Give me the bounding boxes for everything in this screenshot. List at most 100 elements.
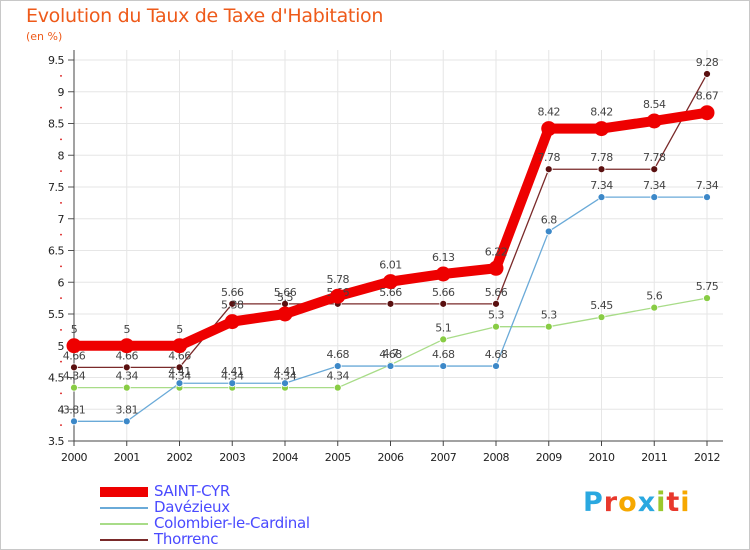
data-label-saint-cyr: 5.38 bbox=[221, 299, 244, 312]
data-point-colombier-le-cardinal bbox=[70, 383, 78, 392]
data-point-saint-cyr bbox=[646, 113, 662, 129]
data-label-thorrenc: 5.66 bbox=[274, 286, 297, 299]
y-tick-label: 3.5 bbox=[48, 435, 64, 448]
y-tick-label: 9 bbox=[58, 86, 65, 99]
x-tick-label: 2008 bbox=[483, 451, 509, 464]
legend-item-thorrenc: Thorrenc bbox=[100, 531, 360, 547]
data-label-saint-cyr: 6.01 bbox=[379, 259, 402, 272]
data-label-thorrenc: 5.66 bbox=[485, 286, 508, 299]
legend-swatch-thorrenc bbox=[100, 539, 148, 541]
legend-swatch-davezieux bbox=[100, 507, 148, 509]
data-point-dav-zieux bbox=[122, 417, 131, 426]
data-point-saint-cyr bbox=[541, 121, 557, 137]
data-point-dav-zieux bbox=[281, 379, 289, 388]
data-point-dav-zieux bbox=[70, 417, 78, 426]
data-point-saint-cyr bbox=[330, 288, 346, 304]
data-label-colombier-le-cardinal: 5.3 bbox=[541, 309, 557, 322]
data-label-saint-cyr: 8.42 bbox=[590, 106, 613, 119]
data-point-thorrenc bbox=[439, 299, 448, 308]
data-label-colombier-le-cardinal: 4.34 bbox=[327, 370, 350, 383]
data-point-saint-cyr bbox=[119, 338, 135, 354]
data-point-colombier-le-cardinal bbox=[650, 303, 659, 312]
y-tick-label: 7 bbox=[58, 213, 65, 226]
data-label-thorrenc: 4.66 bbox=[116, 349, 139, 362]
data-point-dav-zieux bbox=[492, 362, 500, 370]
data-label-dav-zieux: 6.8 bbox=[541, 213, 557, 226]
y-tick-label: 7.5 bbox=[48, 181, 64, 194]
logo-letter: P bbox=[583, 487, 604, 518]
data-label-thorrenc: 7.78 bbox=[643, 151, 666, 164]
data-label-saint-cyr: 6.22 bbox=[485, 245, 508, 258]
data-label-colombier-le-cardinal: 4.34 bbox=[221, 370, 244, 383]
data-label-colombier-le-cardinal: 5.45 bbox=[590, 299, 613, 312]
data-point-thorrenc bbox=[544, 165, 553, 174]
data-label-thorrenc: 9.28 bbox=[696, 56, 719, 69]
data-label-dav-zieux: 3.81 bbox=[116, 403, 139, 416]
chart-subtitle: (en %) bbox=[26, 30, 63, 43]
data-point-saint-cyr bbox=[488, 260, 504, 276]
legend-label-thorrenc: Thorrenc bbox=[154, 530, 219, 548]
x-tick-label: 2005 bbox=[325, 451, 351, 464]
data-point-colombier-le-cardinal bbox=[544, 322, 553, 331]
logo-letter: i bbox=[656, 487, 667, 518]
data-point-colombier-le-cardinal bbox=[703, 294, 711, 303]
data-point-dav-zieux bbox=[650, 193, 659, 202]
data-point-saint-cyr bbox=[699, 105, 715, 121]
data-label-saint-cyr: 8.54 bbox=[643, 98, 666, 111]
x-tick-label: 2011 bbox=[641, 451, 667, 464]
data-label-colombier-le-cardinal: 4.34 bbox=[168, 370, 191, 383]
data-label-saint-cyr: 5 bbox=[124, 323, 131, 336]
logo-letter: t bbox=[666, 487, 681, 518]
logo-letter: i bbox=[680, 487, 691, 518]
data-point-thorrenc bbox=[650, 165, 659, 174]
data-label-colombier-le-cardinal: 5.6 bbox=[646, 290, 662, 303]
data-label-saint-cyr: 5.78 bbox=[327, 273, 350, 286]
data-point-dav-zieux bbox=[597, 193, 606, 202]
data-point-colombier-le-cardinal bbox=[439, 335, 448, 344]
legend-label-saint-cyr: SAINT-CYR bbox=[154, 482, 230, 500]
data-point-thorrenc bbox=[228, 299, 237, 308]
x-tick-label: 2009 bbox=[536, 451, 562, 464]
data-point-saint-cyr bbox=[594, 121, 609, 137]
data-label-thorrenc: 4.66 bbox=[168, 349, 191, 362]
legend-label-davezieux: Davézieux bbox=[154, 498, 230, 516]
data-point-thorrenc bbox=[492, 299, 500, 308]
data-label-colombier-le-cardinal: 4.34 bbox=[274, 370, 297, 383]
data-label-colombier-le-cardinal: 5.75 bbox=[696, 280, 719, 293]
data-label-saint-cyr: 5 bbox=[176, 323, 183, 336]
data-point-dav-zieux bbox=[228, 379, 237, 388]
data-label-colombier-le-cardinal: 4.34 bbox=[116, 370, 139, 383]
proxiti-logo: Proxiti bbox=[583, 487, 691, 518]
x-tick-label: 2001 bbox=[114, 451, 140, 464]
data-point-dav-zieux bbox=[175, 379, 184, 388]
data-label-dav-zieux: 4.68 bbox=[379, 348, 402, 361]
data-point-thorrenc bbox=[175, 363, 184, 372]
data-label-dav-zieux: 4.41 bbox=[221, 365, 244, 378]
x-tick-label: 2006 bbox=[378, 451, 404, 464]
legend-swatch-colombier bbox=[100, 523, 148, 525]
x-tick-label: 2004 bbox=[272, 451, 298, 464]
data-label-colombier-le-cardinal: 4.34 bbox=[63, 370, 86, 383]
data-label-thorrenc: 5.66 bbox=[379, 286, 402, 299]
x-tick-label: 2003 bbox=[219, 451, 245, 464]
data-label-dav-zieux: 4.68 bbox=[432, 348, 455, 361]
data-point-thorrenc bbox=[703, 70, 711, 78]
data-point-colombier-le-cardinal bbox=[333, 383, 342, 392]
data-label-saint-cyr: 6.13 bbox=[432, 251, 455, 264]
x-tick-label: 2000 bbox=[61, 451, 87, 464]
data-label-dav-zieux: 4.41 bbox=[168, 365, 191, 378]
x-tick-label: 2007 bbox=[430, 451, 456, 464]
data-point-dav-zieux bbox=[544, 227, 553, 236]
data-point-dav-zieux bbox=[703, 193, 711, 202]
data-point-saint-cyr bbox=[172, 338, 187, 354]
x-tick-label: 2002 bbox=[167, 451, 193, 464]
logo-letter: r bbox=[603, 487, 619, 518]
legend: SAINT-CYR Davézieux Colombier-le-Cardina… bbox=[100, 483, 360, 547]
data-point-thorrenc bbox=[597, 165, 606, 174]
data-label-saint-cyr: 8.42 bbox=[538, 106, 561, 119]
data-point-saint-cyr bbox=[277, 306, 293, 322]
data-point-saint-cyr bbox=[383, 274, 398, 290]
data-point-saint-cyr bbox=[66, 338, 82, 354]
data-point-dav-zieux bbox=[333, 362, 342, 370]
